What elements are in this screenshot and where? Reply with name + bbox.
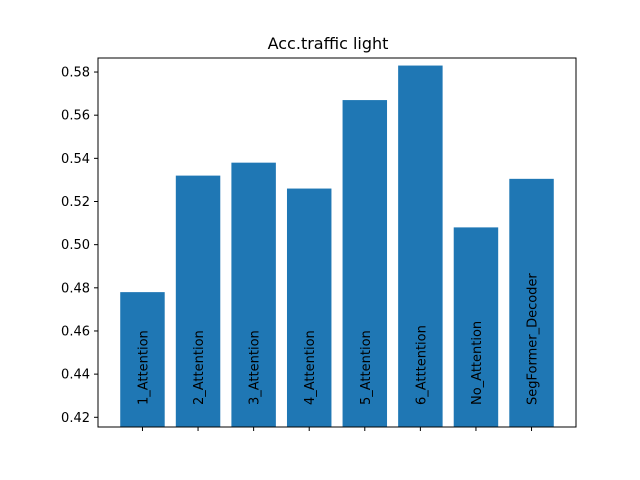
y-tick-label: 0.58 [61, 66, 90, 81]
y-tick-label: 0.42 [61, 411, 90, 426]
y-tick-label: 0.46 [61, 324, 90, 339]
bar-No_Attention [453, 227, 499, 427]
y-tick-label: 0.44 [61, 368, 90, 383]
chart-title: Acc.traffic light [268, 34, 389, 53]
category-label: 6_Atttention [414, 325, 429, 405]
bar-labels-group: 1_Attention 2_Attention 3_Attention 4_Atten… [136, 273, 540, 405]
category-label: 4_Attention [303, 330, 318, 405]
category-label: 1_Attention [136, 330, 151, 405]
y-tick-label: 0.54 [61, 152, 90, 167]
category-label: 2_Attention [192, 330, 207, 405]
bar-6_Atttention [398, 65, 443, 428]
bar-4_Attention [286, 188, 332, 427]
y-tick-label: 0.50 [61, 238, 90, 253]
bars-group [120, 65, 554, 428]
plot-frame [97, 57, 577, 428]
x-axis [141, 427, 533, 431]
bar-SegFormer_Decoder [509, 178, 554, 427]
y-tick-label: 0.56 [61, 109, 90, 124]
category-label: SegFormer_Decoder [526, 273, 541, 405]
y-tick-label: 0.52 [61, 195, 90, 210]
y-tick-label: 0.48 [61, 281, 90, 296]
category-label: 3_Attention [248, 330, 263, 405]
category-label: 5_Attention [359, 330, 374, 405]
bar-1_Attention [120, 292, 165, 427]
bar-2_Attention [175, 175, 221, 427]
bar-3_Attention [231, 162, 276, 427]
y-axis: 0.42 0.44 0.46 0.48 0.50 0.52 0.54 0.56 0.58 [61, 66, 98, 426]
category-label: No_Attention [470, 321, 485, 405]
bar-5_Attention [342, 100, 388, 427]
